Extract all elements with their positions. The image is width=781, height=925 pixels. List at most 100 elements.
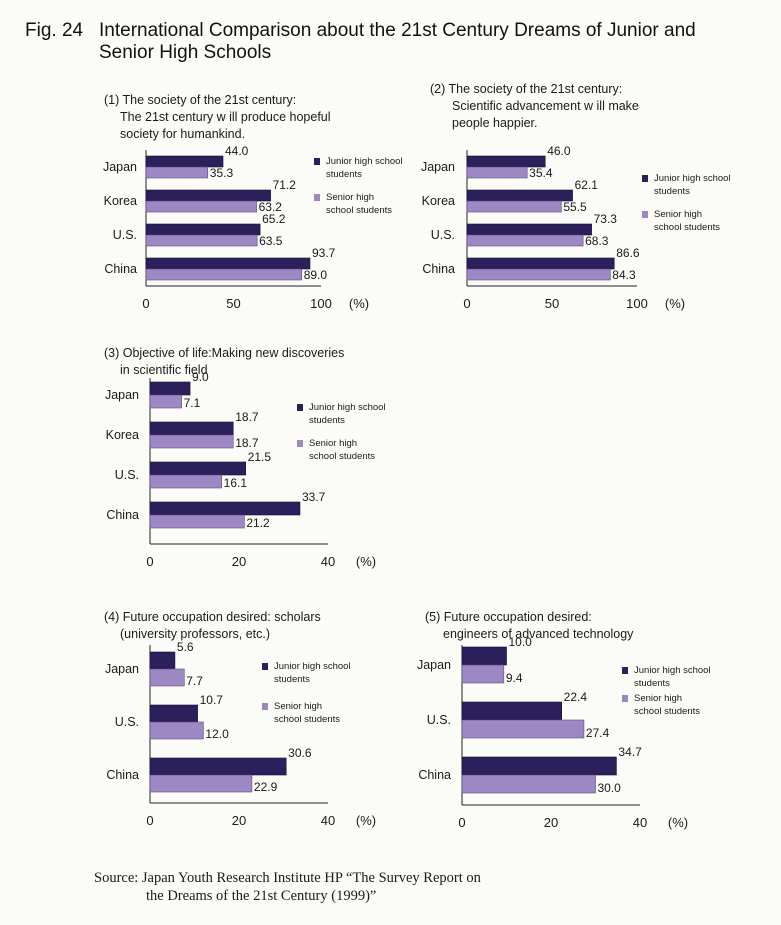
x-tick-label: 40 [321, 813, 335, 828]
legend-junior-line2: students [309, 415, 345, 426]
bar-senior [149, 474, 222, 489]
data-label-junior: 21.5 [248, 450, 272, 464]
data-label-senior: 12.0 [205, 727, 229, 741]
data-label-junior: 33.7 [302, 490, 326, 504]
chart-panel2: Japan 46.0 35.4 Korea 62.1 55.5 U.S. 73.3 68.3 Ch… [421, 144, 731, 311]
legend-swatch-junior [314, 158, 320, 165]
bar-junior [149, 461, 246, 476]
panel1-title-line1: (1) The society of the 21st century: [104, 93, 297, 107]
data-label-junior: 22.4 [564, 690, 588, 704]
legend-swatch-senior [622, 695, 628, 702]
data-label-junior: 18.7 [235, 410, 259, 424]
data-label-junior: 10.0 [509, 635, 533, 649]
x-tick-label: 100 [310, 296, 332, 311]
legend-senior-line2: school students [309, 451, 375, 462]
unit-label: (%) [349, 296, 369, 311]
bar-junior [466, 189, 573, 202]
data-label-senior: 9.4 [506, 671, 523, 685]
chart-panel5: Japan 10.0 9.4 U.S. 22.4 27.4 China 34.7 30.0 0 20… [417, 635, 711, 830]
figure-title-line2: Senior High Schools [99, 42, 272, 63]
bar-junior [149, 757, 287, 776]
data-label-junior: 9.0 [192, 370, 209, 384]
x-tick-label: 0 [146, 813, 153, 828]
chart-panel3: Japan 9.0 7.1 Korea 18.7 18.7 U.S. 21.516.1 Chin… [105, 370, 386, 569]
legend-swatch-senior [314, 194, 320, 201]
legend-junior-line1: Junior high school [309, 402, 386, 413]
data-label-senior: 89.0 [304, 268, 328, 282]
data-label-junior: 10.7 [200, 693, 224, 707]
data-label-senior: 84.3 [612, 268, 636, 282]
data-label-senior: 21.2 [246, 516, 270, 530]
category-label: U.S. [113, 228, 137, 242]
data-label-senior: 63.5 [259, 234, 283, 248]
unit-label: (%) [668, 815, 688, 830]
legend-senior-line1: Senior high [326, 192, 374, 203]
legend-senior-line1: Senior high [309, 438, 357, 449]
legend-junior-line2: students [274, 674, 310, 685]
legend-swatch-junior [297, 404, 303, 411]
panel2-title-line3: people happier. [452, 116, 538, 130]
category-label: Japan [417, 658, 451, 672]
category-label: Japan [103, 160, 137, 174]
data-label-junior: 34.7 [618, 745, 642, 759]
chart-panel1: Japan 44.0 35.3 Korea 71.2 63.2 U.S. 65.2 63.5 Ch… [103, 144, 403, 311]
data-label-senior: 27.4 [586, 726, 610, 740]
bar-senior [149, 774, 253, 793]
panel4-title-line2: (university professors, etc.) [120, 627, 271, 641]
x-tick-label: 40 [321, 554, 335, 569]
data-label-senior: 16.1 [224, 476, 248, 490]
panel2-title-line1: (2) The society of the 21st century: [430, 82, 623, 96]
data-label-senior: 30.0 [598, 781, 622, 795]
legend-swatch-junior [262, 663, 268, 670]
legend-swatch-junior [622, 667, 628, 674]
source-line2: the Dreams of the 21st Century (1999)” [146, 888, 377, 904]
data-label-junior: 46.0 [547, 144, 571, 158]
bar-senior [149, 668, 185, 687]
legend-swatch-senior [262, 703, 268, 710]
bar-senior [466, 268, 611, 281]
bar-senior [145, 268, 303, 281]
unit-label: (%) [356, 813, 376, 828]
category-label: U.S. [115, 468, 139, 482]
bar-senior [149, 394, 182, 409]
bar-junior [145, 189, 271, 202]
x-tick-label: 50 [226, 296, 240, 311]
data-label-junior: 62.1 [575, 178, 599, 192]
category-label: China [104, 262, 137, 276]
data-label-senior: 7.1 [184, 396, 201, 410]
data-label-junior: 5.6 [177, 640, 194, 654]
x-tick-label: 100 [626, 296, 648, 311]
panel3-title-line2: in scientific field [120, 363, 208, 377]
bar-senior [461, 719, 585, 739]
data-label-senior: 35.4 [529, 166, 553, 180]
legend-junior-line2: students [326, 169, 362, 180]
category-label: U.S. [427, 713, 451, 727]
panel5-title-line1: (5) Future occupation desired: [425, 610, 592, 624]
data-label-junior: 44.0 [225, 144, 249, 158]
bar-senior [466, 234, 584, 247]
x-tick-label: 50 [545, 296, 559, 311]
legend-junior-line2: students [634, 678, 670, 689]
x-tick-label: 40 [633, 815, 647, 830]
panel5-title-line2: engineers of advanced technology [443, 627, 634, 641]
bar-senior [145, 166, 209, 179]
data-label-senior: 63.2 [259, 200, 283, 214]
bar-senior [149, 434, 234, 449]
bar-senior [145, 234, 258, 247]
legend-senior-line2: school students [634, 706, 700, 717]
data-label-junior: 93.7 [312, 246, 336, 260]
legend-junior-line1: Junior high school [274, 661, 351, 672]
legend-junior-line1: Junior high school [634, 665, 711, 676]
category-label: China [422, 262, 455, 276]
bar-junior [145, 223, 261, 236]
panel1-title-line2: The 21st century w ill produce hopeful [120, 110, 331, 124]
x-tick-label: 0 [463, 296, 470, 311]
data-label-senior: 68.3 [585, 234, 609, 248]
legend-senior-line2: school students [654, 222, 720, 233]
x-tick-label: 20 [232, 554, 246, 569]
data-label-junior: 65.2 [262, 212, 286, 226]
category-label: Japan [105, 388, 139, 402]
category-label: Japan [105, 662, 139, 676]
chart-panel4: Japan 5.6 7.7 U.S. 10.7 12.0 China 30.6 22.9 0 20 4… [105, 640, 376, 828]
